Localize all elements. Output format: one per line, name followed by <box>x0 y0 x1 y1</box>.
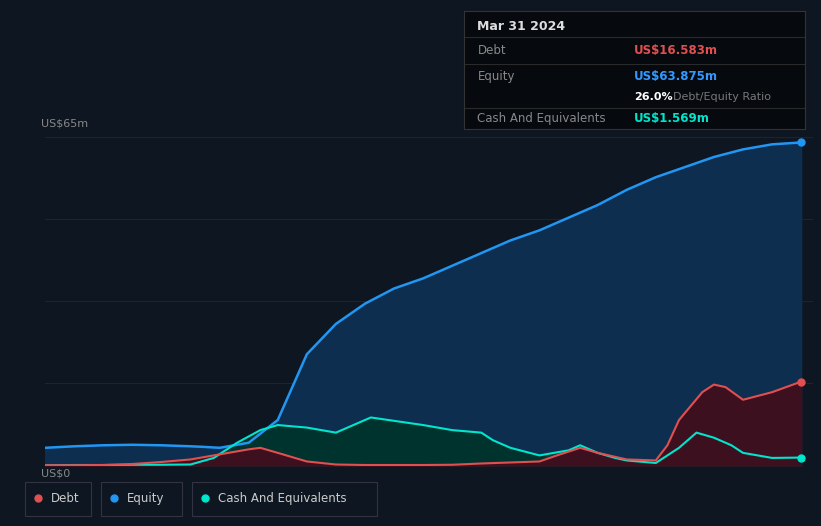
Text: Debt/Equity Ratio: Debt/Equity Ratio <box>673 92 772 102</box>
Text: Equity: Equity <box>478 69 515 83</box>
Text: Debt: Debt <box>51 492 80 505</box>
Text: Debt: Debt <box>478 44 506 57</box>
Text: Mar 31 2024: Mar 31 2024 <box>478 20 566 33</box>
Text: 26.0%: 26.0% <box>635 92 673 102</box>
Text: Cash And Equivalents: Cash And Equivalents <box>478 113 606 125</box>
Text: Cash And Equivalents: Cash And Equivalents <box>218 492 347 505</box>
Text: US$16.583m: US$16.583m <box>635 44 718 57</box>
Text: Equity: Equity <box>127 492 165 505</box>
Text: US$0: US$0 <box>41 468 71 478</box>
Text: US$1.569m: US$1.569m <box>635 113 710 125</box>
Text: US$65m: US$65m <box>41 119 88 129</box>
Text: US$63.875m: US$63.875m <box>635 69 718 83</box>
